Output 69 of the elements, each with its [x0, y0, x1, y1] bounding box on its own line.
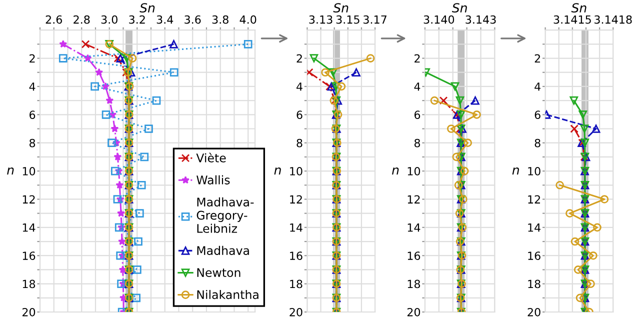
y-tick-label: 18	[408, 280, 420, 288]
y-tick-label: 14	[528, 224, 540, 232]
legend-label: Nilakantha	[197, 290, 258, 300]
x-tick-label: 3.6	[184, 15, 201, 24]
y-tick-label: 12	[528, 195, 540, 204]
y-tick-label: 16	[290, 252, 302, 260]
y-tick-label: 10	[22, 167, 36, 176]
y-tick-label: 8	[534, 138, 540, 148]
y-tick-label: 16	[408, 252, 420, 260]
x-tick-label: 3.1418	[594, 15, 632, 24]
y-tick-label: 14	[408, 224, 420, 232]
x-tick-label: 3.2	[129, 15, 145, 24]
y-tick-label: 4	[296, 82, 302, 91]
y-tick-label: 18	[290, 280, 302, 288]
y-tick-label: 18	[22, 280, 36, 288]
x-axis-title: Sn	[571, 3, 586, 13]
y-tick-label: 2	[414, 54, 420, 62]
x-tick-label: 3.13	[309, 15, 332, 24]
x-tick-label: 3.15	[336, 15, 360, 24]
y-axis-title: n	[392, 167, 399, 174]
y-tick-label: 12	[22, 195, 35, 204]
y-tick-label: 20	[407, 308, 420, 316]
y-axis-title: n	[7, 167, 14, 174]
y-tick-label: 12	[408, 195, 420, 204]
y-tick-label: 20	[528, 308, 540, 316]
x-tick-label: 2.8	[74, 15, 90, 24]
y-axis-title: n	[512, 167, 519, 174]
x-axis-title: Sn	[140, 3, 155, 13]
y-tick-label: 18	[528, 280, 540, 288]
x-tick-label: 4.0	[240, 15, 256, 24]
y-tick-label: 20	[22, 308, 36, 316]
legend-label: Newton	[197, 268, 240, 278]
y-tick-label: 8	[30, 138, 36, 148]
x-axis-title: Sn	[333, 3, 348, 13]
y-tick-label: 2	[30, 54, 35, 62]
x-tick-label: 3.0	[101, 15, 118, 24]
x-tick-label: 3.1415	[554, 15, 591, 24]
y-tick-label: 20	[290, 308, 302, 316]
y-tick-label: 4	[414, 82, 420, 91]
y-tick-label: 14	[290, 224, 302, 232]
x-tick-label: 3.143	[466, 15, 496, 24]
y-tick-label: 10	[290, 167, 302, 176]
y-tick-label: 2	[296, 54, 302, 62]
y-tick-label: 16	[528, 252, 540, 260]
x-tick-label: 3.140	[424, 15, 454, 24]
legend-label: Viète	[196, 152, 226, 162]
y-tick-label: 6	[534, 110, 540, 120]
y-tick-label: 8	[296, 138, 302, 148]
y-tick-label: 4	[534, 82, 540, 91]
x-tick-label: 3.17	[364, 15, 386, 24]
legend-label: Madhava	[197, 246, 249, 255]
y-tick-label: 16	[22, 252, 36, 260]
y-tick-label: 6	[30, 110, 36, 120]
y-tick-label: 6	[296, 110, 302, 120]
x-tick-label: 3.4	[156, 15, 174, 24]
y-tick-label: 2	[534, 54, 540, 62]
legend-label: Madhava-Gregory-Leibniz	[196, 197, 254, 233]
y-tick-label: 10	[408, 167, 420, 176]
y-tick-label: 8	[414, 138, 420, 148]
y-tick-label: 12	[290, 195, 302, 204]
y-axis-title: n	[274, 167, 281, 174]
x-axis-title: Sn	[452, 3, 467, 13]
y-tick-label: 14	[22, 224, 36, 232]
y-tick-label: 10	[528, 167, 540, 176]
y-tick-label: 6	[414, 110, 420, 120]
x-tick-label: 3.8	[212, 15, 228, 24]
y-tick-label: 4	[29, 82, 36, 91]
x-tick-label: 2.6	[46, 15, 62, 24]
legend-label: Wallis	[196, 175, 230, 184]
